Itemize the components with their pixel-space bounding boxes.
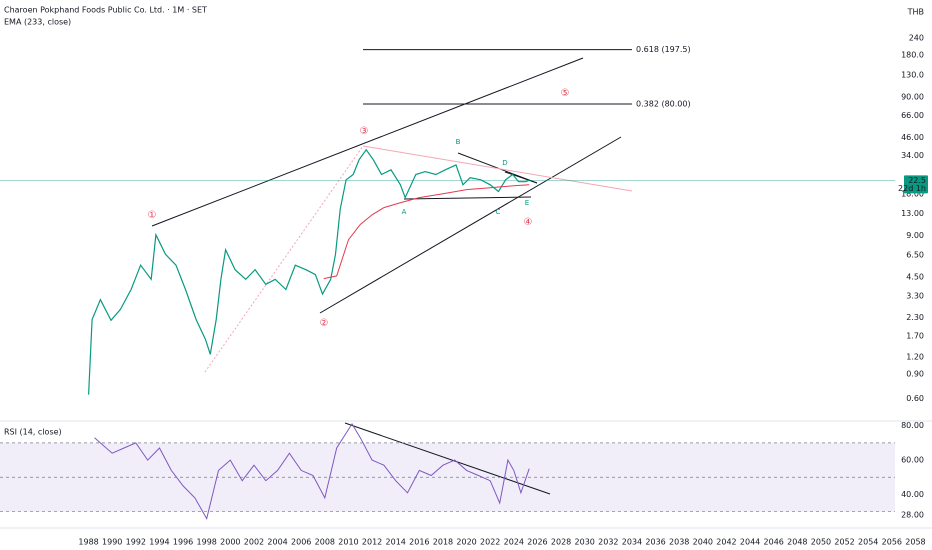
x-tick-label: 1998 xyxy=(197,538,217,547)
fib-label: 0.382 (80.00) xyxy=(636,99,691,108)
y-tick-label: 1.70 xyxy=(906,331,924,340)
wave-label: B xyxy=(456,138,461,146)
x-tick-label: 2018 xyxy=(433,538,453,547)
x-tick-label: 2046 xyxy=(764,538,784,547)
currency: THB xyxy=(907,8,924,17)
price-line-series xyxy=(88,148,530,395)
x-tick-label: 2044 xyxy=(740,538,760,547)
y-tick-label: 1.20 xyxy=(906,352,924,361)
rsi-title: RSI (14, close) xyxy=(4,428,62,437)
y-tick-label: 240 xyxy=(909,33,924,42)
y-tick-label: 60.00 xyxy=(901,456,924,465)
trend-line xyxy=(403,196,532,200)
x-tick-label: 2026 xyxy=(527,538,547,547)
x-tick-label: 2050 xyxy=(811,538,831,547)
x-tick-label: 2024 xyxy=(504,538,524,547)
y-tick-label: 130.0 xyxy=(901,70,924,79)
trend-line xyxy=(204,145,364,373)
wave-label: C xyxy=(496,208,501,216)
y-tick-label: 13.00 xyxy=(901,209,924,218)
x-tick-label: 2006 xyxy=(291,538,311,547)
x-tick-label: 2012 xyxy=(362,538,382,547)
x-tick-label: 2048 xyxy=(787,538,807,547)
y-tick-label: 0.90 xyxy=(906,370,924,379)
y-tick-label: 34.00 xyxy=(901,151,924,160)
y-tick-label: 46.00 xyxy=(901,133,924,142)
y-tick-label: 180.0 xyxy=(901,51,924,60)
price-tag-countdown: 22d 1h xyxy=(898,184,926,193)
x-tick-label: 2042 xyxy=(716,538,736,547)
x-tick-label: 2058 xyxy=(905,538,925,547)
x-tick-label: 2054 xyxy=(858,538,878,547)
ema-line xyxy=(323,184,530,280)
wave-label: A xyxy=(402,208,407,216)
x-tick-label: 2014 xyxy=(386,538,406,547)
y-tick-label: 6.50 xyxy=(906,251,924,260)
y-tick-label: 3.30 xyxy=(906,291,924,300)
chart-title: Charoen Pokphand Foods Public Co. Ltd. ·… xyxy=(4,6,207,15)
x-tick-label: 2010 xyxy=(338,538,358,547)
fib-label: 0.618 (197.5) xyxy=(636,45,691,54)
y-tick-label: 28.00 xyxy=(901,511,924,520)
trend-line xyxy=(504,171,538,184)
trend-line xyxy=(362,145,633,192)
x-tick-label: 2002 xyxy=(244,538,264,547)
x-tick-label: 2056 xyxy=(882,538,902,547)
x-tick-label: 2040 xyxy=(693,538,713,547)
x-tick-label: 1996 xyxy=(173,538,193,547)
wave-label: ⑤ xyxy=(561,88,570,99)
wave-label: ④ xyxy=(524,217,533,228)
y-tick-label: 4.50 xyxy=(906,273,924,282)
y-tick-label: 2.30 xyxy=(906,313,924,322)
x-tick-label: 2008 xyxy=(315,538,335,547)
y-tick-label: 9.00 xyxy=(906,231,924,240)
x-tick-label: 1994 xyxy=(149,538,169,547)
rsi-line xyxy=(94,422,530,520)
x-tick-label: 2038 xyxy=(669,538,689,547)
x-tick-label: 2032 xyxy=(598,538,618,547)
x-tick-label: 2034 xyxy=(622,538,642,547)
wave-label: D xyxy=(502,159,507,167)
wave-label: ③ xyxy=(360,126,369,137)
y-tick-label: 0.60 xyxy=(906,394,924,403)
y-tick-label: 80.00 xyxy=(901,421,924,430)
x-tick-label: 1988 xyxy=(78,538,98,547)
rsi-trend-line xyxy=(344,422,551,495)
x-tick-label: 2030 xyxy=(575,538,595,547)
price-tag xyxy=(904,175,928,194)
trend-line xyxy=(319,136,622,314)
y-tick-label: 66.00 xyxy=(901,111,924,120)
indicator-label: EMA (233, close) xyxy=(4,18,71,27)
x-tick-label: 2028 xyxy=(551,538,571,547)
x-tick-label: 1992 xyxy=(126,538,146,547)
x-tick-label: 2036 xyxy=(645,538,665,547)
x-tick-label: 2000 xyxy=(220,538,240,547)
price-tag-value: 22.5 xyxy=(908,176,926,185)
y-tick-label: 18.00 xyxy=(901,189,924,198)
trend-line xyxy=(151,57,584,227)
x-tick-label: 2016 xyxy=(409,538,429,547)
wave-label: ① xyxy=(148,210,157,221)
y-tick-label: 90.00 xyxy=(901,92,924,101)
x-tick-label: 2004 xyxy=(267,538,287,547)
y-tick-label: 40.00 xyxy=(901,490,924,499)
x-tick-label: 2020 xyxy=(456,538,476,547)
x-tick-label: 2052 xyxy=(834,538,854,547)
wave-label: E xyxy=(525,199,529,207)
wave-label: ② xyxy=(320,318,329,329)
x-tick-label: 1990 xyxy=(102,538,122,547)
x-tick-label: 2022 xyxy=(480,538,500,547)
